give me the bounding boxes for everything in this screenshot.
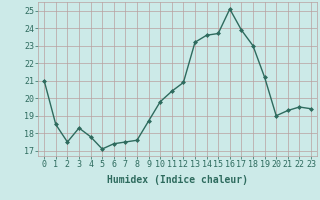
X-axis label: Humidex (Indice chaleur): Humidex (Indice chaleur) <box>107 175 248 185</box>
